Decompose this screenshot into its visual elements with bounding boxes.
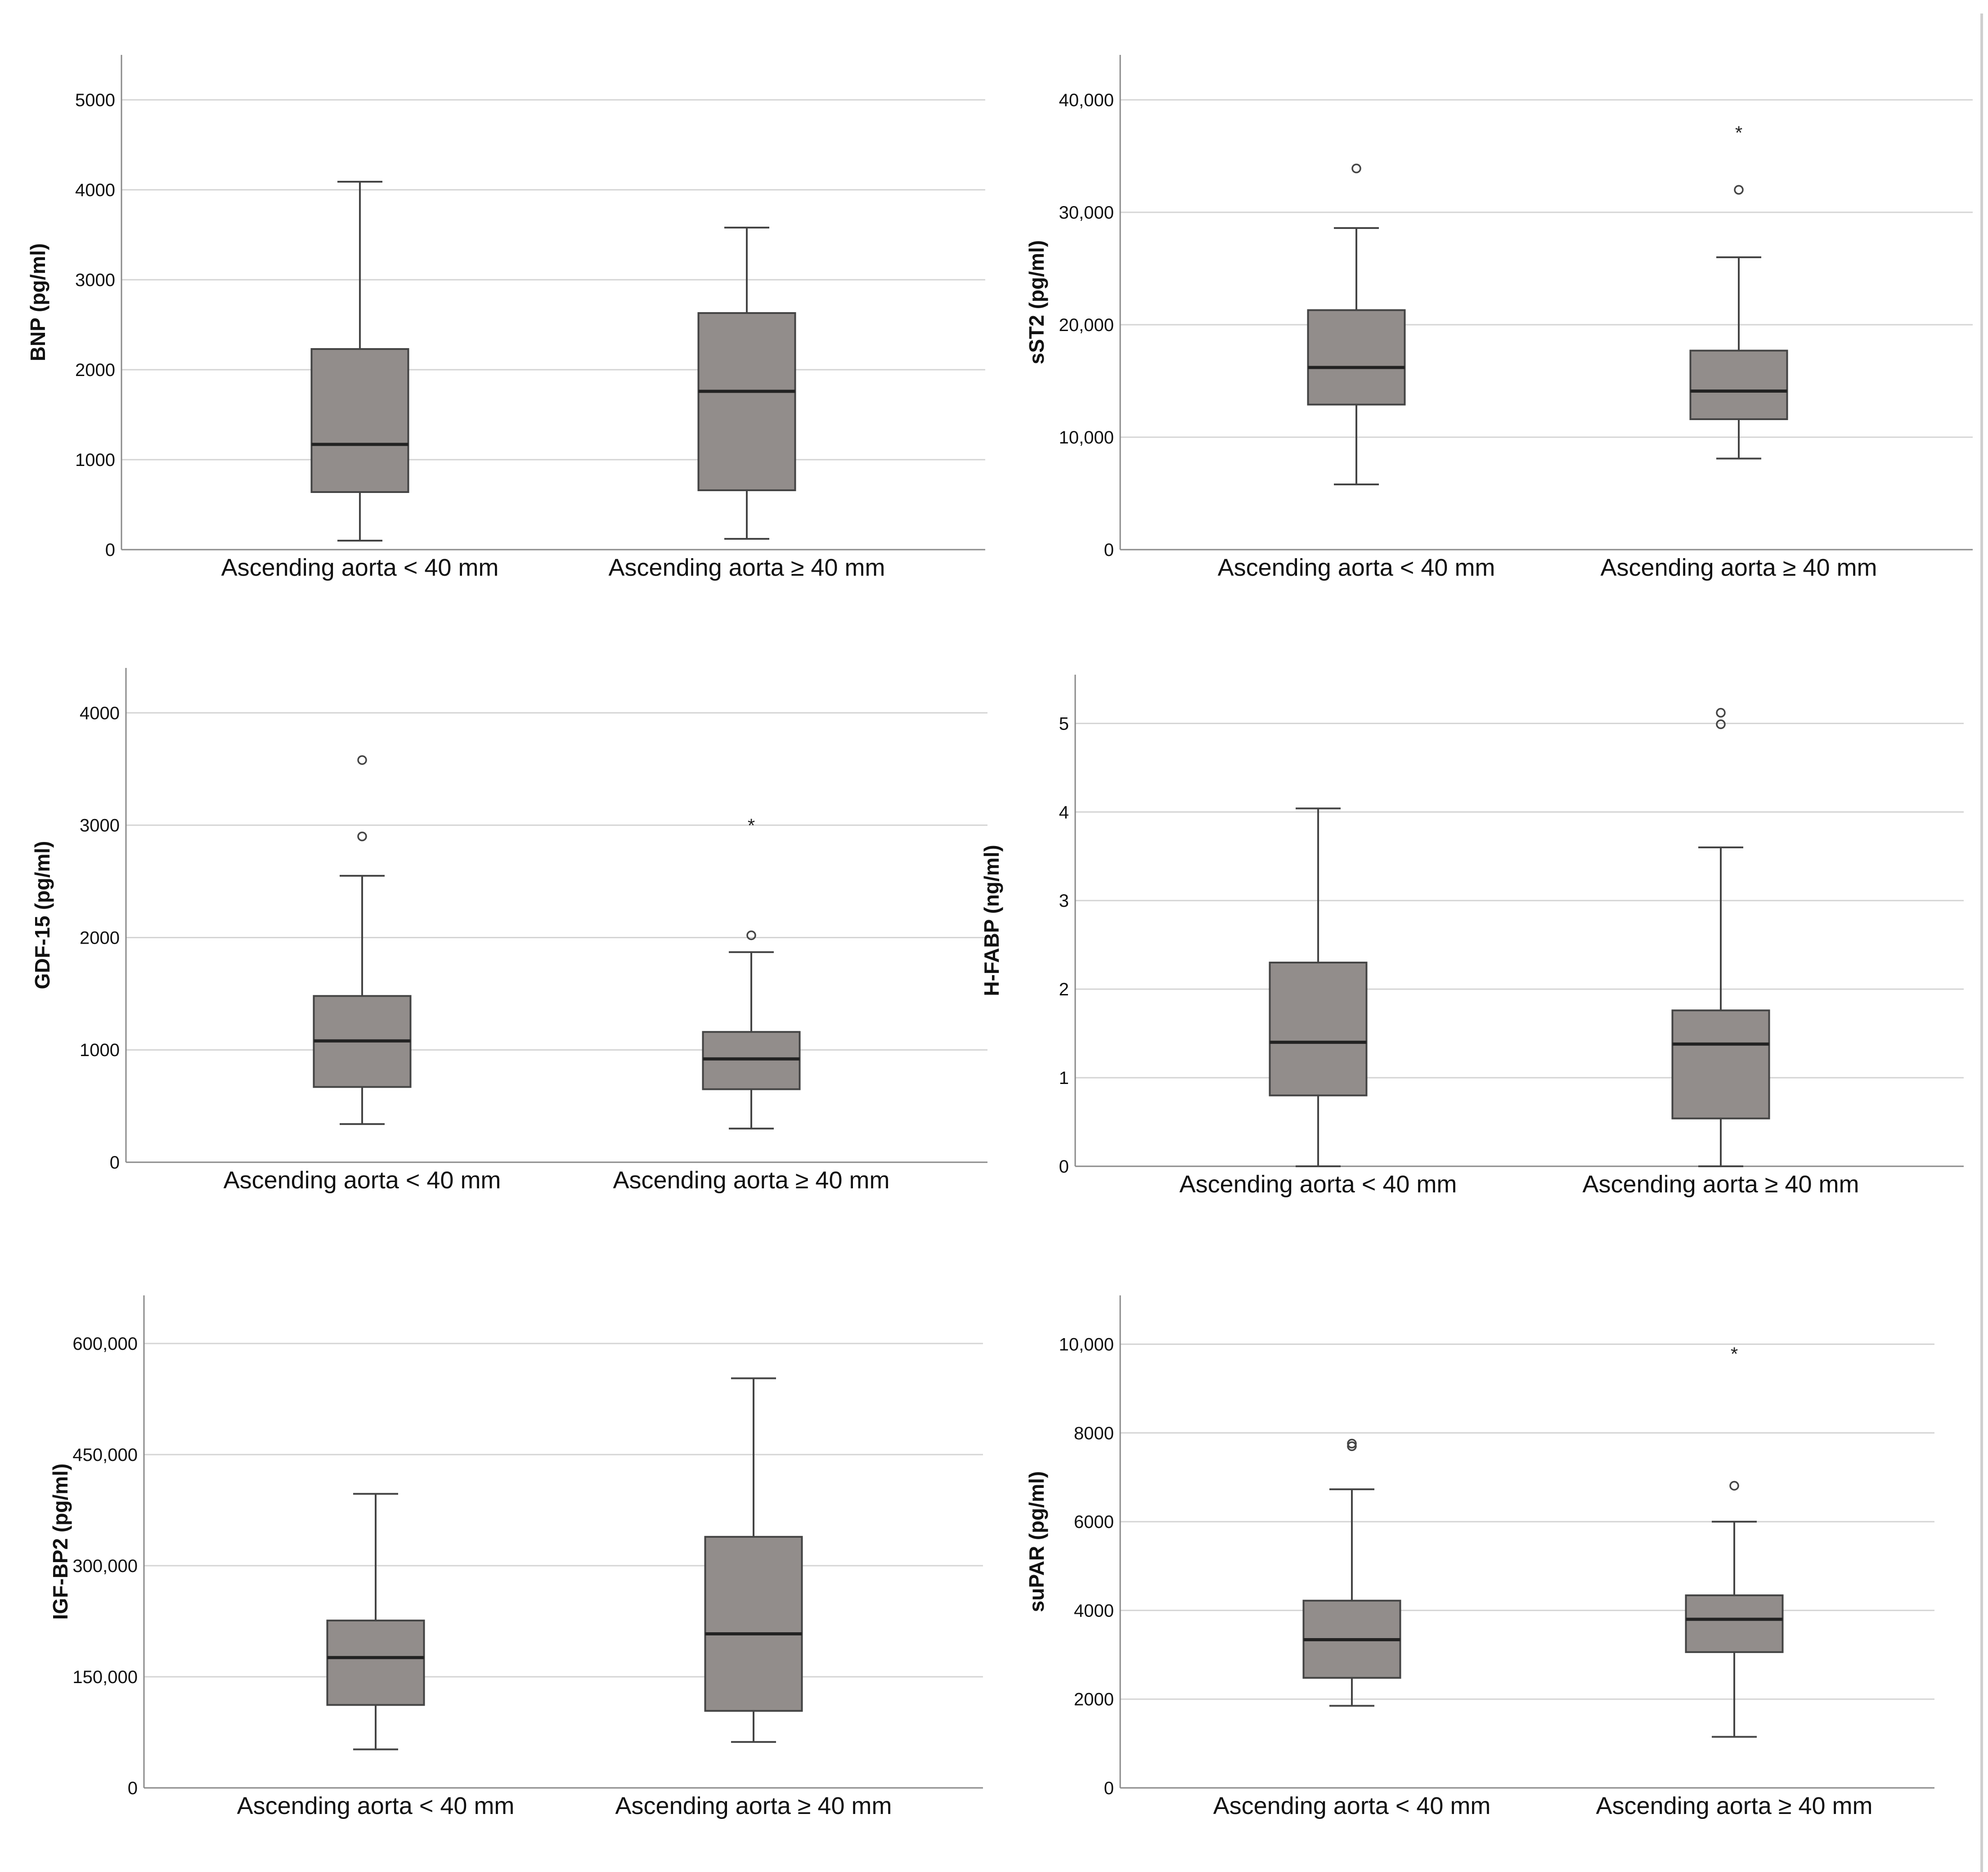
x-category-label: Ascending aorta ≥ 40 mm	[1596, 1792, 1873, 1819]
iqr-box	[1269, 962, 1368, 1097]
iqr-box	[1671, 1009, 1770, 1120]
y-tick-label: 4000	[1074, 1601, 1114, 1621]
extreme-outlier-point: *	[1735, 122, 1742, 143]
chart-panel-3: 0 1000 2000 3000 4000 GDF-15 (pg/ml) Ascending…	[31, 668, 987, 1194]
box-group	[1307, 163, 1406, 485]
iqr-box	[704, 1536, 803, 1712]
y-tick-label: 0	[105, 540, 115, 560]
y-tick-label: 40,000	[1059, 90, 1114, 110]
chart-panel-2: 0 10,000 20,000 30,000 40,000 sST2 (pg/ml) Asc…	[1025, 55, 1973, 581]
box-group	[704, 1377, 803, 1743]
y-tick-label: 150,000	[72, 1667, 138, 1687]
y-tick-label: 2000	[80, 928, 120, 948]
extreme-outlier-point: *	[748, 815, 755, 836]
box-group	[1302, 1438, 1401, 1707]
box-group: *	[1689, 122, 1788, 460]
box-group: *	[1685, 1343, 1784, 1738]
x-category-label: Ascending aorta < 40 mm	[1213, 1792, 1491, 1819]
y-tick-label: 450,000	[72, 1445, 138, 1465]
chart-panel-4: 0 1 2 3 4 5 H-FABP (ng/ml) Ascending aorta < 40…	[980, 675, 1964, 1198]
y-tick-label: 300,000	[72, 1556, 138, 1576]
extreme-outlier-point: *	[1731, 1343, 1738, 1364]
box-group: *	[702, 815, 801, 1130]
y-tick-label: 4	[1059, 802, 1069, 822]
x-category-label: Ascending aorta < 40 mm	[1180, 1171, 1457, 1198]
iqr-box	[697, 312, 796, 491]
y-tick-label: 3000	[80, 816, 120, 836]
x-category-label: Ascending aorta < 40 mm	[237, 1792, 515, 1819]
y-tick-label: 10,000	[1059, 1335, 1114, 1355]
x-category-label: Ascending aorta ≥ 40 mm	[1583, 1171, 1859, 1198]
x-category-label: Ascending aorta ≥ 40 mm	[609, 554, 885, 581]
y-tick-label: 1	[1059, 1068, 1069, 1088]
y-axis-title: GDF-15 (pg/ml)	[31, 841, 54, 990]
outlier-point	[1347, 1438, 1357, 1449]
x-category-label: Ascending aorta < 40 mm	[221, 554, 499, 581]
outlier-point	[746, 930, 756, 940]
box-group	[313, 755, 412, 1125]
y-axis-title: H-FABP (ng/ml)	[980, 845, 1003, 996]
y-tick-label: 600,000	[72, 1334, 138, 1354]
y-tick-label: 30,000	[1059, 203, 1114, 223]
iqr-box	[326, 1619, 425, 1706]
iqr-box	[1689, 349, 1788, 420]
y-tick-label: 8000	[1074, 1424, 1114, 1443]
box-group	[326, 1493, 425, 1751]
chart-panel-1: 0 1000 2000 3000 4000 5000 BNP (pg/ml) Ascendin…	[26, 55, 985, 581]
y-tick-label: 0	[128, 1778, 138, 1798]
outlier-point	[1716, 708, 1726, 718]
y-tick-label: 0	[1104, 540, 1114, 560]
y-axis-title: suPAR (pg/ml)	[1025, 1471, 1048, 1612]
y-tick-label: 3	[1059, 891, 1069, 911]
chart-panel-6: 0 2000 4000 6000 8000 10,000 suPAR (pg/ml) Asce…	[1025, 1295, 1934, 1819]
outlier-point	[1716, 719, 1726, 730]
y-tick-label: 3000	[75, 270, 115, 290]
y-tick-label: 0	[1059, 1157, 1069, 1177]
x-category-label: Ascending aorta < 40 mm	[224, 1167, 501, 1194]
box-group	[310, 181, 409, 542]
outlier-point	[1347, 1441, 1357, 1451]
x-category-label: Ascending aorta < 40 mm	[1218, 554, 1495, 581]
iqr-box	[310, 348, 409, 493]
outlier-point	[1729, 1481, 1739, 1491]
y-tick-label: 2	[1059, 980, 1069, 999]
y-tick-label: 2000	[1074, 1690, 1114, 1710]
x-category-label: Ascending aorta ≥ 40 mm	[1601, 554, 1877, 581]
y-tick-label: 20,000	[1059, 315, 1114, 335]
iqr-box	[702, 1031, 801, 1090]
y-tick-label: 0	[1104, 1778, 1114, 1798]
y-tick-label: 0	[110, 1153, 120, 1173]
box-group	[1671, 708, 1770, 1167]
y-tick-label: 1000	[80, 1040, 120, 1060]
outlier-point	[357, 755, 367, 765]
y-tick-label: 1000	[75, 450, 115, 470]
y-axis-title: BNP (pg/ml)	[26, 243, 49, 361]
y-tick-label: 6000	[1074, 1512, 1114, 1532]
outlier-point	[1351, 163, 1361, 174]
y-tick-label: 5000	[75, 90, 115, 110]
box-group	[697, 227, 796, 540]
y-axis-title: sST2 (pg/ml)	[1025, 240, 1048, 364]
box-group	[1269, 807, 1368, 1167]
x-category-label: Ascending aorta ≥ 40 mm	[613, 1167, 890, 1194]
chart-panel-5: 0 150,000 300,000 450,000 600,000 IGF-BP2 (pg…	[49, 1295, 983, 1819]
y-tick-label: 10,000	[1059, 428, 1114, 448]
iqr-box	[1685, 1594, 1784, 1653]
y-tick-label: 5	[1059, 714, 1069, 734]
outlier-point	[357, 831, 367, 842]
y-axis-title: IGF-BP2 (pg/ml)	[49, 1464, 72, 1620]
iqr-box	[1307, 309, 1406, 406]
x-category-label: Ascending aorta ≥ 40 mm	[615, 1792, 892, 1819]
y-tick-label: 4000	[80, 703, 120, 723]
outlier-point	[1734, 185, 1744, 195]
y-tick-label: 2000	[75, 360, 115, 380]
y-tick-label: 4000	[75, 180, 115, 200]
